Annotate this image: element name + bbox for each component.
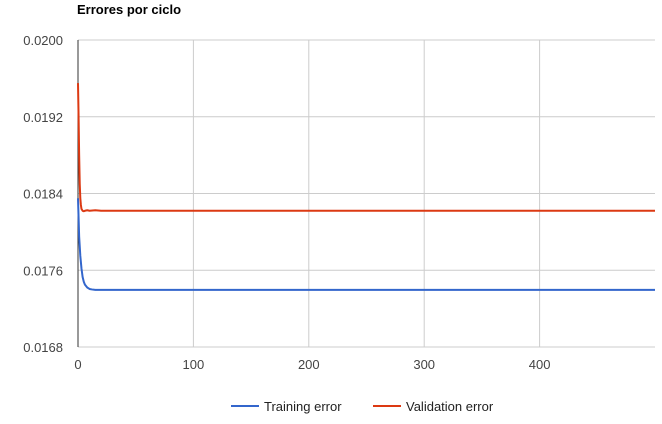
x-tick-label: 0 [74,357,81,372]
y-tick-label: 0.0184 [23,187,63,202]
x-tick-label: 300 [413,357,435,372]
tick-labels: 0.0168 0.0176 0.0184 0.0192 0.0200 0 100 200 300… [23,33,550,372]
legend-item-validation-error[interactable]: Validation error [373,399,494,414]
legend-item-training-error[interactable]: Training error [231,399,342,414]
x-tick-label: 100 [183,357,205,372]
y-tick-label: 0.0176 [23,263,63,278]
y-tick-label: 0.0168 [23,340,63,355]
legend-label: Validation error [406,399,494,414]
gridlines [78,39,655,348]
chart-title: Errores por ciclo [77,2,181,17]
legend[interactable]: Training error Validation error [231,399,494,414]
series-line-validation-error [77,83,655,213]
y-tick-label: 0.0200 [23,33,63,48]
series-lines [77,83,655,291]
x-tick-label: 200 [298,357,320,372]
legend-label: Training error [264,399,342,414]
series-line-training-error [77,198,655,291]
x-tick-label: 400 [529,357,551,372]
y-tick-label: 0.0192 [23,110,63,125]
